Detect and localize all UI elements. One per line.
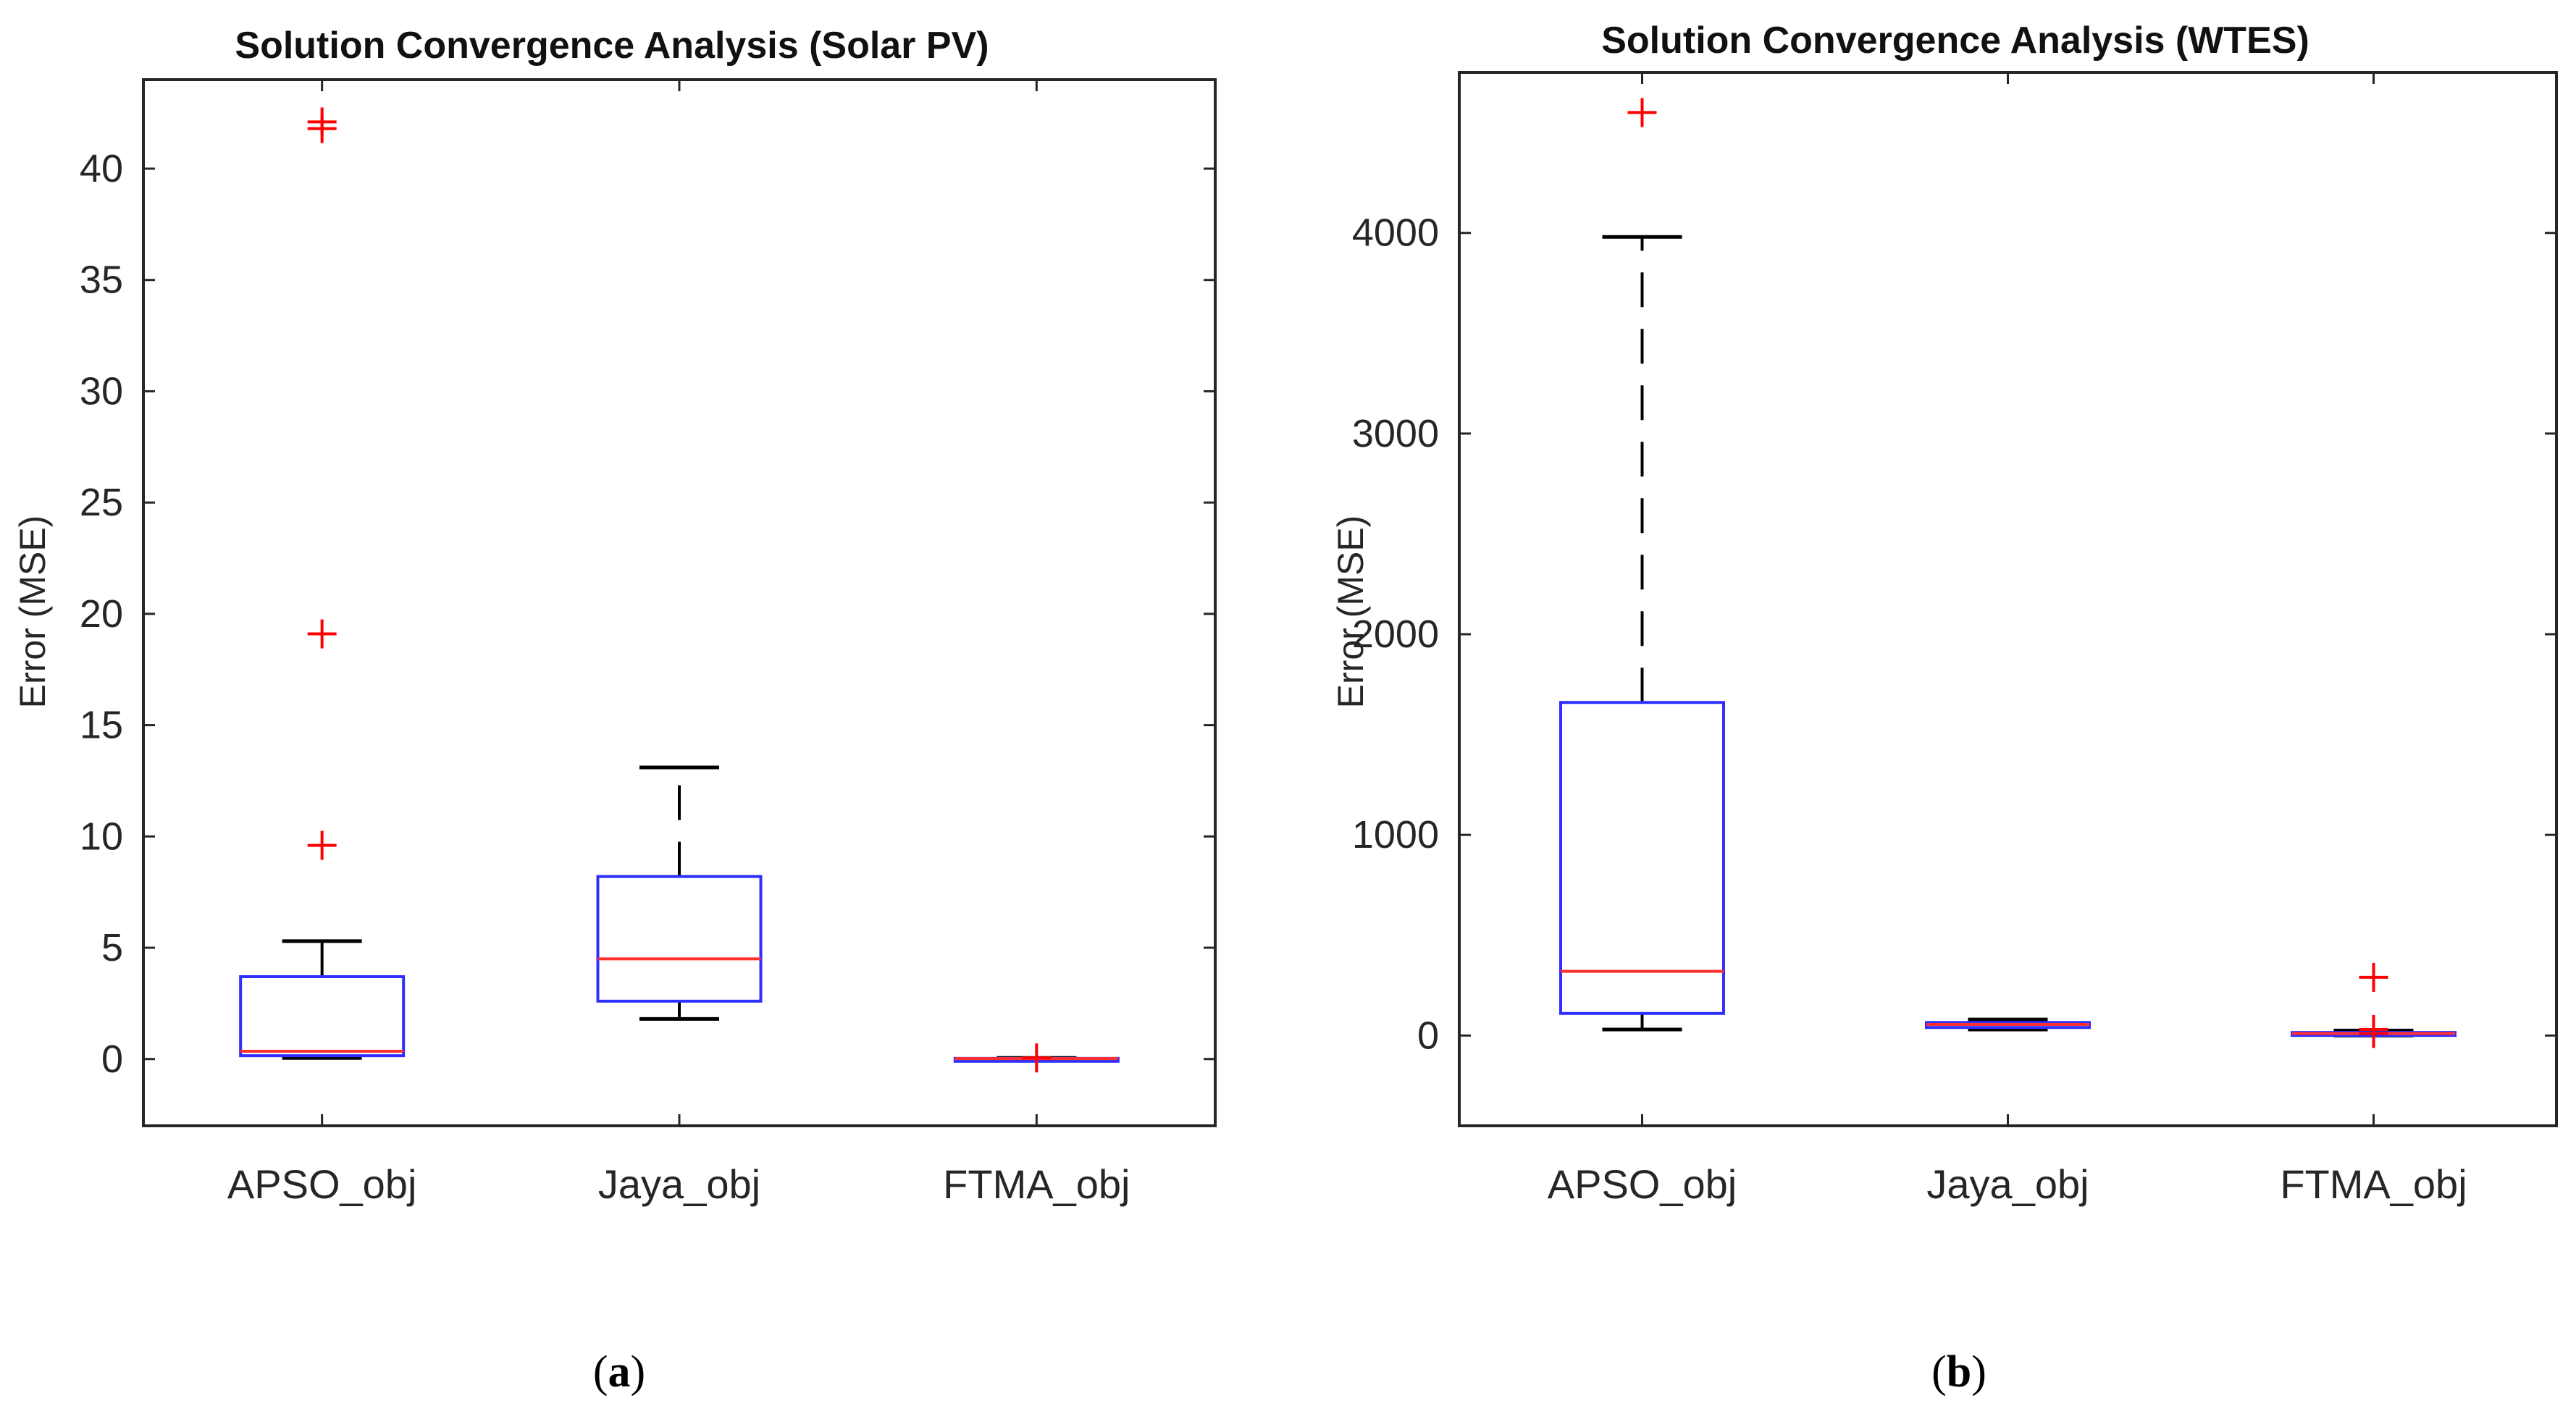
x-tick-label: APSO_obj bbox=[1548, 1161, 1737, 1207]
y-tick-label: 2000 bbox=[1352, 613, 1439, 656]
x-tick-labels: APSO_obj Jaya_obj FTMA_obj bbox=[227, 1161, 1130, 1207]
outlier-marker bbox=[307, 619, 337, 649]
box-marks bbox=[1559, 98, 2457, 1048]
y-ticks: 0 1000 2000 3000 4000 bbox=[1352, 72, 2556, 1126]
y-ticks: 0 5 10 15 20 25 30 35 40 bbox=[80, 80, 1215, 1126]
outlier-marker bbox=[1627, 98, 1657, 127]
outlier-marker bbox=[2359, 1019, 2388, 1048]
x-tick-label: Jaya_obj bbox=[598, 1161, 760, 1207]
outlier-marker bbox=[307, 830, 337, 860]
box-iqr bbox=[239, 975, 406, 1058]
y-tick-label: 25 bbox=[80, 481, 123, 524]
y-tick-label: 4000 bbox=[1352, 211, 1439, 255]
y-tick-label: 1000 bbox=[1352, 813, 1439, 856]
caption-letter: a bbox=[608, 1347, 631, 1397]
outlier-marker bbox=[307, 114, 337, 143]
outlier-marker bbox=[2359, 962, 2388, 992]
y-tick-label: 10 bbox=[80, 814, 123, 858]
panel-caption: (a) bbox=[593, 1347, 645, 1397]
x-tick-labels: APSO_obj Jaya_obj FTMA_obj bbox=[1548, 1161, 2467, 1207]
outlier-marker bbox=[1022, 1043, 1052, 1073]
y-tick-label: 15 bbox=[80, 704, 123, 747]
box-iqr bbox=[596, 875, 763, 1003]
chart-panel-wtes: Solution Convergence Analysis (WTES) Err… bbox=[1330, 20, 2558, 1397]
y-axis-label: Error (MSE) bbox=[12, 515, 53, 709]
y-tick-label: 3000 bbox=[1352, 412, 1439, 455]
chart-title: Solution Convergence Analysis (Solar PV) bbox=[235, 25, 989, 67]
x-tick-label: FTMA_obj bbox=[943, 1161, 1130, 1207]
y-tick-label: 0 bbox=[1417, 1014, 1439, 1057]
y-tick-label: 40 bbox=[80, 147, 123, 190]
y-tick-label: 35 bbox=[80, 258, 123, 302]
y-tick-label: 20 bbox=[80, 592, 123, 636]
y-tick-label: 0 bbox=[101, 1037, 123, 1081]
caption-letter: b bbox=[1947, 1347, 1971, 1397]
y-tick-label: 5 bbox=[101, 926, 123, 969]
y-tick-label: 30 bbox=[80, 369, 123, 413]
x-tick-label: Jaya_obj bbox=[1926, 1161, 2089, 1207]
chart-title: Solution Convergence Analysis (WTES) bbox=[1601, 20, 2309, 62]
box-iqr bbox=[1559, 701, 1725, 1015]
x-tick-label: FTMA_obj bbox=[2280, 1161, 2467, 1207]
x-tick-label: APSO_obj bbox=[227, 1161, 417, 1207]
chart-panel-solar-pv: Solution Convergence Analysis (Solar PV)… bbox=[12, 25, 1217, 1397]
y-axis-label: Error (MSE) bbox=[1330, 515, 1371, 709]
box-marks bbox=[239, 107, 1120, 1073]
panel-caption: (b) bbox=[1931, 1347, 1986, 1397]
